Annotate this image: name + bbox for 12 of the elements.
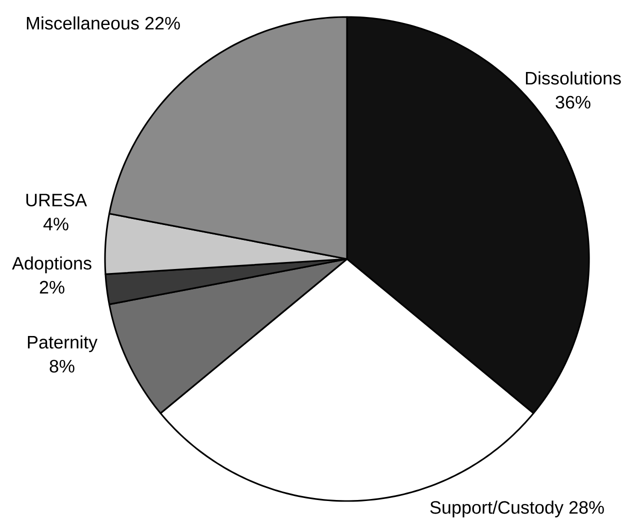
data-label: 36% (556, 96, 590, 109)
slice-label: Miscellaneous (26, 16, 139, 30)
data-label: 4% (43, 218, 68, 230)
slice-label: Adoptions (12, 256, 92, 274)
data-label: 22% (145, 16, 180, 30)
data-label: 8% (50, 360, 74, 373)
data-label: 28% (569, 501, 604, 514)
slice-label: URESA (26, 194, 87, 206)
slice-label: Paternity (28, 335, 98, 352)
slice-label: Dissolutions (526, 71, 621, 85)
data-label: 2% (40, 280, 64, 294)
slice-label: Support/Custody (430, 500, 564, 518)
